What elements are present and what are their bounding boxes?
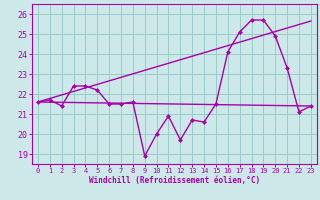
X-axis label: Windchill (Refroidissement éolien,°C): Windchill (Refroidissement éolien,°C) [89, 176, 260, 185]
